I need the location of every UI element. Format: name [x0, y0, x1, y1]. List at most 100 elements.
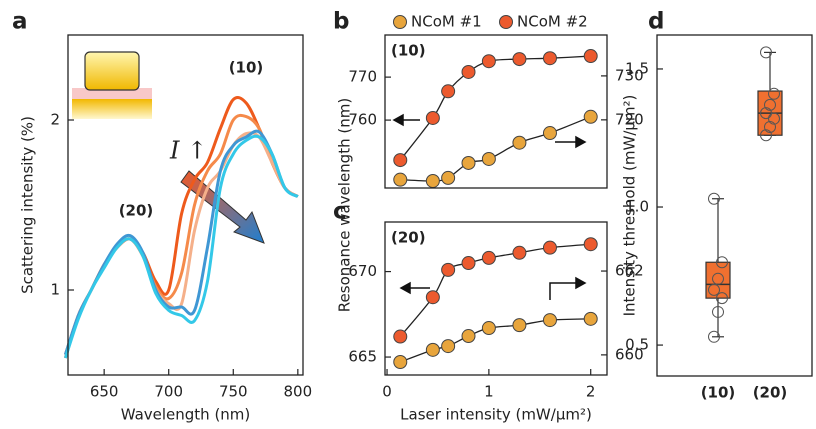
y-axis-label: Resonance wavelength (nm) — [336, 98, 354, 312]
data-point — [583, 49, 598, 64]
data-point — [425, 110, 440, 125]
panel-letter: a — [12, 9, 28, 35]
inset-film — [72, 99, 152, 119]
data-point — [768, 87, 780, 100]
data-point — [708, 330, 720, 343]
panel-letter: c — [333, 199, 347, 225]
x-axis-label: Laser intensity (mW/μm²) — [400, 406, 592, 424]
data-point — [441, 339, 456, 354]
inset-gap — [72, 88, 152, 99]
x-tick-label: (20) — [753, 384, 788, 402]
data-point — [542, 240, 557, 255]
x-tick-label: 1 — [484, 383, 494, 401]
y-axis-label: Scattering intensity (%) — [19, 116, 37, 294]
data-point — [461, 64, 476, 79]
y-tick-label: 720 — [615, 110, 644, 128]
data-point — [393, 355, 408, 370]
data-point — [512, 318, 527, 333]
data-point — [461, 155, 476, 170]
data-point — [760, 129, 772, 142]
data-point — [441, 262, 456, 277]
x-tick-label: (10) — [701, 384, 736, 402]
spectrum-line — [63, 131, 299, 356]
fit-line — [399, 55, 591, 161]
legend-marker — [499, 15, 513, 29]
data-point — [708, 283, 720, 296]
data-point — [481, 54, 496, 69]
data-point — [764, 98, 776, 111]
y-tick-label: 660 — [615, 345, 644, 363]
annotation: (20) — [119, 202, 154, 220]
y-tick-label: 662 — [615, 262, 644, 280]
data-point — [481, 250, 496, 265]
data-point — [393, 153, 408, 168]
data-point — [461, 256, 476, 271]
annotation: (10) — [391, 42, 426, 60]
data-point — [712, 305, 724, 318]
annotation: I ↑ — [169, 137, 207, 165]
data-point — [760, 107, 772, 120]
data-point — [425, 342, 440, 357]
y-tick-label: 770 — [348, 68, 377, 86]
data-point — [583, 109, 598, 124]
plot-frame — [384, 221, 608, 376]
data-point — [481, 321, 496, 336]
data-point — [441, 170, 456, 185]
fit-line — [400, 116, 591, 182]
plot-frame — [384, 34, 608, 189]
legend-label: NCoM #1 — [411, 13, 482, 31]
legend-marker — [393, 15, 407, 29]
data-point — [393, 329, 408, 344]
y-tick-label: 1.0 — [625, 198, 649, 216]
plot-frame — [656, 34, 813, 377]
data-point — [542, 126, 557, 141]
box — [705, 261, 731, 299]
annotation: (10) — [229, 59, 264, 77]
data-point — [760, 46, 772, 59]
spectrum-line — [63, 134, 299, 359]
data-point — [716, 256, 728, 269]
y-tick-label: 1 — [50, 281, 60, 299]
y-tick-label: 2 — [50, 111, 60, 129]
y-tick-label: 670 — [348, 262, 377, 280]
plot-frame — [67, 34, 304, 376]
data-point — [425, 173, 440, 188]
y-tick-label: 1.5 — [625, 59, 649, 77]
data-point — [393, 172, 408, 187]
data-point — [461, 329, 476, 344]
y-axis-label: Intensity threshold (mW/μm²) — [621, 95, 639, 317]
data-point — [512, 135, 527, 150]
panel-letter: b — [333, 9, 349, 35]
spectrum-line — [63, 129, 299, 356]
x-tick-label: 650 — [90, 383, 119, 401]
y-tick-label: 730 — [615, 66, 644, 84]
data-point — [716, 292, 728, 305]
x-tick-label: 800 — [284, 383, 313, 401]
inset-cube — [84, 51, 140, 91]
data-point — [768, 112, 780, 125]
data-point — [481, 151, 496, 166]
x-tick-label: 750 — [219, 383, 248, 401]
data-point — [441, 84, 456, 99]
data-point — [425, 290, 440, 305]
annotation: (20) — [391, 229, 426, 247]
x-axis-label: Wavelength (nm) — [121, 406, 251, 424]
data-point — [764, 120, 776, 133]
panel-letter: d — [648, 9, 664, 35]
data-point — [542, 313, 557, 328]
y-tick-label: 0.5 — [625, 336, 649, 354]
axis-arrows — [392, 113, 587, 300]
legend-label: NCoM #2 — [517, 13, 588, 31]
data-point — [583, 311, 598, 326]
y-tick-label: 760 — [348, 111, 377, 129]
x-tick-label: 0 — [382, 383, 392, 401]
data-point — [708, 192, 720, 205]
data-point — [542, 51, 557, 66]
trend-arrow — [180, 170, 265, 244]
data-point — [712, 272, 724, 285]
x-tick-label: 700 — [154, 383, 183, 401]
data-point — [583, 237, 598, 252]
data-point — [512, 52, 527, 67]
